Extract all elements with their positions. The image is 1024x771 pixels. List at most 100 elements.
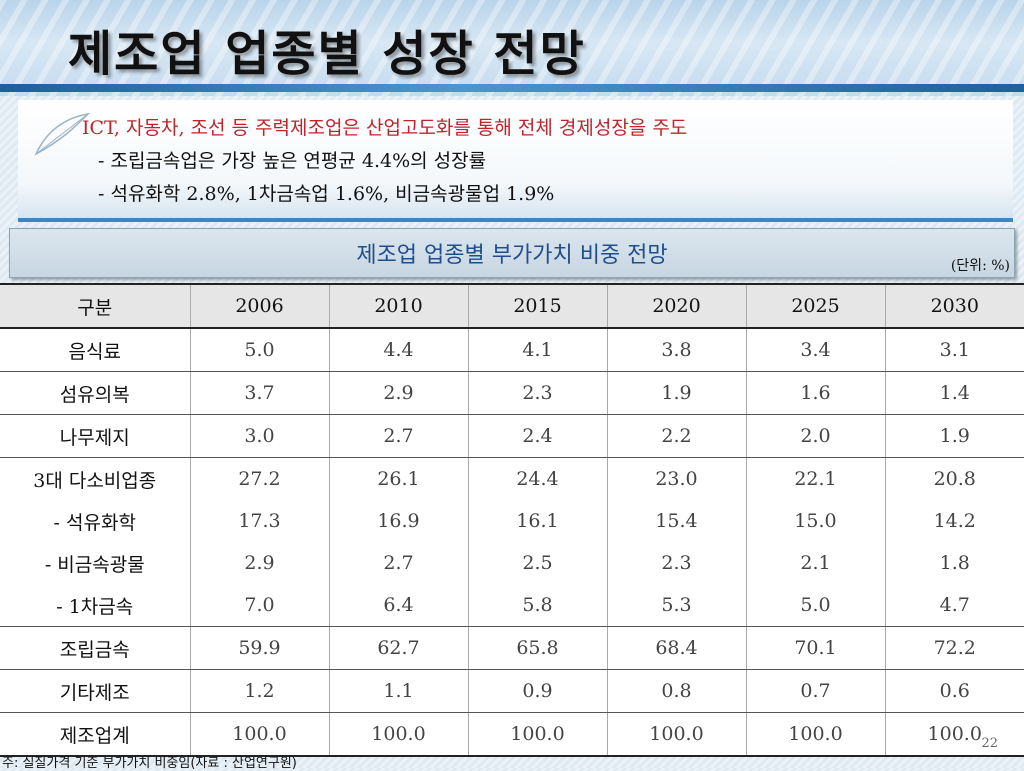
header-2015: 2015 — [467, 283, 608, 329]
table-cell: 16.9 — [328, 500, 469, 542]
table-cell: 5.8 — [467, 584, 608, 627]
row-label: 조립금속 — [0, 626, 191, 670]
table-cell: 2.1 — [745, 542, 886, 584]
table-cell: 4.4 — [328, 328, 469, 372]
bullet-sub-assembly: - 조립금속업은 가장 높은 연평균 4.4%의 성장률 — [98, 150, 487, 172]
table-cell: 1.9 — [606, 371, 747, 415]
table-cell: 72.2 — [884, 626, 1024, 670]
table-cell: 1.1 — [328, 669, 469, 713]
table-cell: 100.0 — [745, 712, 886, 757]
bullet-main: ICT, 자동차, 조선 등 주력제조업은 산업고도화를 통해 전체 경제성장을… — [82, 117, 688, 139]
header-category: 구분 — [0, 283, 191, 329]
table-header-row: 구분 2006 2010 2015 2020 2025 2030 — [0, 283, 1024, 329]
table-cell: 1.6 — [745, 371, 886, 415]
table-row: 나무제지 3.0 2.7 2.4 2.2 2.0 1.9 — [0, 414, 1024, 458]
row-label: 음식료 — [0, 328, 191, 372]
table-cell: 2.5 — [467, 542, 608, 584]
table-cell: 26.1 — [328, 457, 469, 500]
row-label: 섬유의복 — [0, 371, 191, 415]
table-cell: 4.7 — [884, 584, 1024, 627]
row-label: - 1차금속 — [0, 584, 191, 627]
row-label: 3대 다소비업종 — [0, 457, 191, 500]
table-cell: 100.0 — [328, 712, 469, 757]
table-cell: 1.8 — [884, 542, 1024, 584]
table-cell: 3.7 — [189, 371, 330, 415]
table-row: 조립금속 59.9 62.7 65.8 68.4 70.1 72.2 — [0, 626, 1024, 670]
row-label: 나무제지 — [0, 414, 191, 458]
table-cell: 15.0 — [745, 500, 886, 542]
header-accent-line — [0, 84, 1024, 92]
table-cell: 2.7 — [328, 542, 469, 584]
leaf-decoration-icon — [34, 112, 91, 156]
table-cell: 62.7 — [328, 626, 469, 670]
table-cell: 2.9 — [328, 371, 469, 415]
header-2030: 2030 — [884, 283, 1024, 329]
table-cell: 5.0 — [745, 584, 886, 627]
table-cell: 27.2 — [189, 457, 330, 500]
table-cell: 0.7 — [745, 669, 886, 713]
row-label: 기타제조 — [0, 669, 191, 713]
table-cell: 16.1 — [467, 500, 608, 542]
table-caption-bar: 제조업 업종별 부가가치 비중 전망 (단위: %) — [9, 228, 1015, 278]
table-cell: 2.4 — [467, 414, 608, 458]
table-cell: 0.9 — [467, 669, 608, 713]
table-cell: 17.3 — [189, 500, 330, 542]
row-label: - 비금속광물 — [0, 542, 191, 584]
table-cell: 1.2 — [189, 669, 330, 713]
table-cell: 2.3 — [606, 542, 747, 584]
table-cell: 7.0 — [189, 584, 330, 627]
table-cell: 59.9 — [189, 626, 330, 670]
table-cell: 20.8 — [884, 457, 1024, 500]
footnote: 주: 실질가격 기준 부가가치 비중임(자료 : 산업연구원) — [2, 756, 297, 771]
header-band — [0, 0, 1024, 96]
table-cell: 3.1 — [884, 328, 1024, 372]
table-row: 기타제조 1.2 1.1 0.9 0.8 0.7 0.6 — [0, 669, 1024, 713]
table-cell: 2.0 — [745, 414, 886, 458]
row-label: - 석유화학 — [0, 500, 191, 542]
table-cell: 1.4 — [884, 371, 1024, 415]
table-cell: 5.0 — [189, 328, 330, 372]
bullet-sub-others: - 석유화학 2.8%, 1차금속업 1.6%, 비금속광물업 1.9% — [98, 183, 555, 205]
value-added-table: 구분 2006 2010 2015 2020 2025 2030 음식료 5.0… — [0, 283, 1024, 757]
table-cell: 65.8 — [467, 626, 608, 670]
table-row: - 비금속광물 2.9 2.7 2.5 2.3 2.1 1.8 — [0, 542, 1024, 584]
header-2010: 2010 — [328, 283, 469, 329]
table-cell: 2.9 — [189, 542, 330, 584]
table-row: 음식료 5.0 4.4 4.1 3.8 3.4 3.1 — [0, 328, 1024, 372]
table-cell: 70.1 — [745, 626, 886, 670]
page-number: 22 — [981, 736, 998, 751]
table-cell: 3.4 — [745, 328, 886, 372]
header-2025: 2025 — [745, 283, 886, 329]
table-row: 3대 다소비업종 27.2 26.1 24.4 23.0 22.1 20.8 — [0, 457, 1024, 500]
table-cell: 68.4 — [606, 626, 747, 670]
table-cell: 3.8 — [606, 328, 747, 372]
table-row: 섬유의복 3.7 2.9 2.3 1.9 1.6 1.4 — [0, 371, 1024, 415]
table-row: - 석유화학 17.3 16.9 16.1 15.4 15.0 14.2 — [0, 500, 1024, 542]
table-row: 제조업계 100.0 100.0 100.0 100.0 100.0 100.0 — [0, 712, 1024, 757]
table-cell: 100.0 — [467, 712, 608, 757]
table-cell: 23.0 — [606, 457, 747, 500]
header-2006: 2006 — [189, 283, 330, 329]
table-cell: 2.3 — [467, 371, 608, 415]
table-cell: 100.0 — [606, 712, 747, 757]
table-cell: 1.9 — [884, 414, 1024, 458]
table-cell: 2.7 — [328, 414, 469, 458]
table-cell: 100.0 — [189, 712, 330, 757]
row-label: 제조업계 — [0, 712, 191, 757]
table-cell: 4.1 — [467, 328, 608, 372]
unit-note: (단위: %) — [950, 258, 1010, 274]
slide-title: 제조업 업종별 성장 전망 — [68, 26, 586, 82]
table-cell: 5.3 — [606, 584, 747, 627]
table-cell: 15.4 — [606, 500, 747, 542]
table-cell: 14.2 — [884, 500, 1024, 542]
table-caption: 제조업 업종별 부가가치 비중 전망 — [356, 243, 668, 268]
table-cell: 2.2 — [606, 414, 747, 458]
table-cell: 22.1 — [745, 457, 886, 500]
table-cell: 3.0 — [189, 414, 330, 458]
table-cell: 100.0 — [884, 712, 1024, 757]
table-row: - 1차금속 7.0 6.4 5.8 5.3 5.0 4.7 — [0, 584, 1024, 627]
table-cell: 24.4 — [467, 457, 608, 500]
table-cell: 0.8 — [606, 669, 747, 713]
table-cell: 6.4 — [328, 584, 469, 627]
table-cell: 0.6 — [884, 669, 1024, 713]
